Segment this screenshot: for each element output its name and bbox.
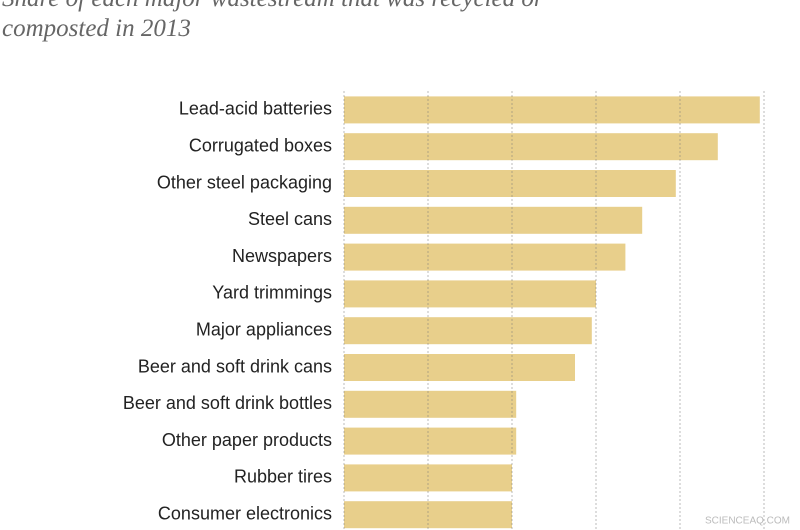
y-tick-label: Lead-acid batteries: [179, 99, 332, 119]
bar: [344, 464, 512, 492]
y-tick-label: Newspapers: [232, 246, 332, 266]
bar: [344, 206, 643, 234]
y-tick-label: Consumer electronics: [158, 503, 332, 523]
chart-title: Share of each major wastestream that was…: [2, 0, 544, 42]
bar: [344, 243, 626, 271]
bar: [344, 354, 575, 381]
y-tick-label: Beer and soft drink bottles: [123, 393, 332, 413]
watermark: SCIENCEAQ.COM: [705, 516, 790, 527]
y-tick-label: Beer and soft drink cans: [138, 356, 332, 376]
y-tick-label: Corrugated boxes: [189, 135, 332, 155]
bar: [344, 133, 718, 161]
y-tick-label: Yard trimmings: [212, 283, 332, 303]
bar: [344, 390, 517, 418]
y-tick-label: Rubber tires: [234, 467, 332, 487]
bar: [344, 96, 760, 124]
bar: [344, 280, 596, 308]
y-tick-label: Other steel packaging: [157, 172, 332, 192]
y-tick-label: Steel cans: [248, 209, 332, 229]
bar: [344, 317, 592, 345]
y-tick-label: Major appliances: [196, 319, 332, 339]
bar: [344, 170, 676, 197]
y-tick-label: Other paper products: [162, 430, 332, 450]
bar: [344, 427, 517, 455]
